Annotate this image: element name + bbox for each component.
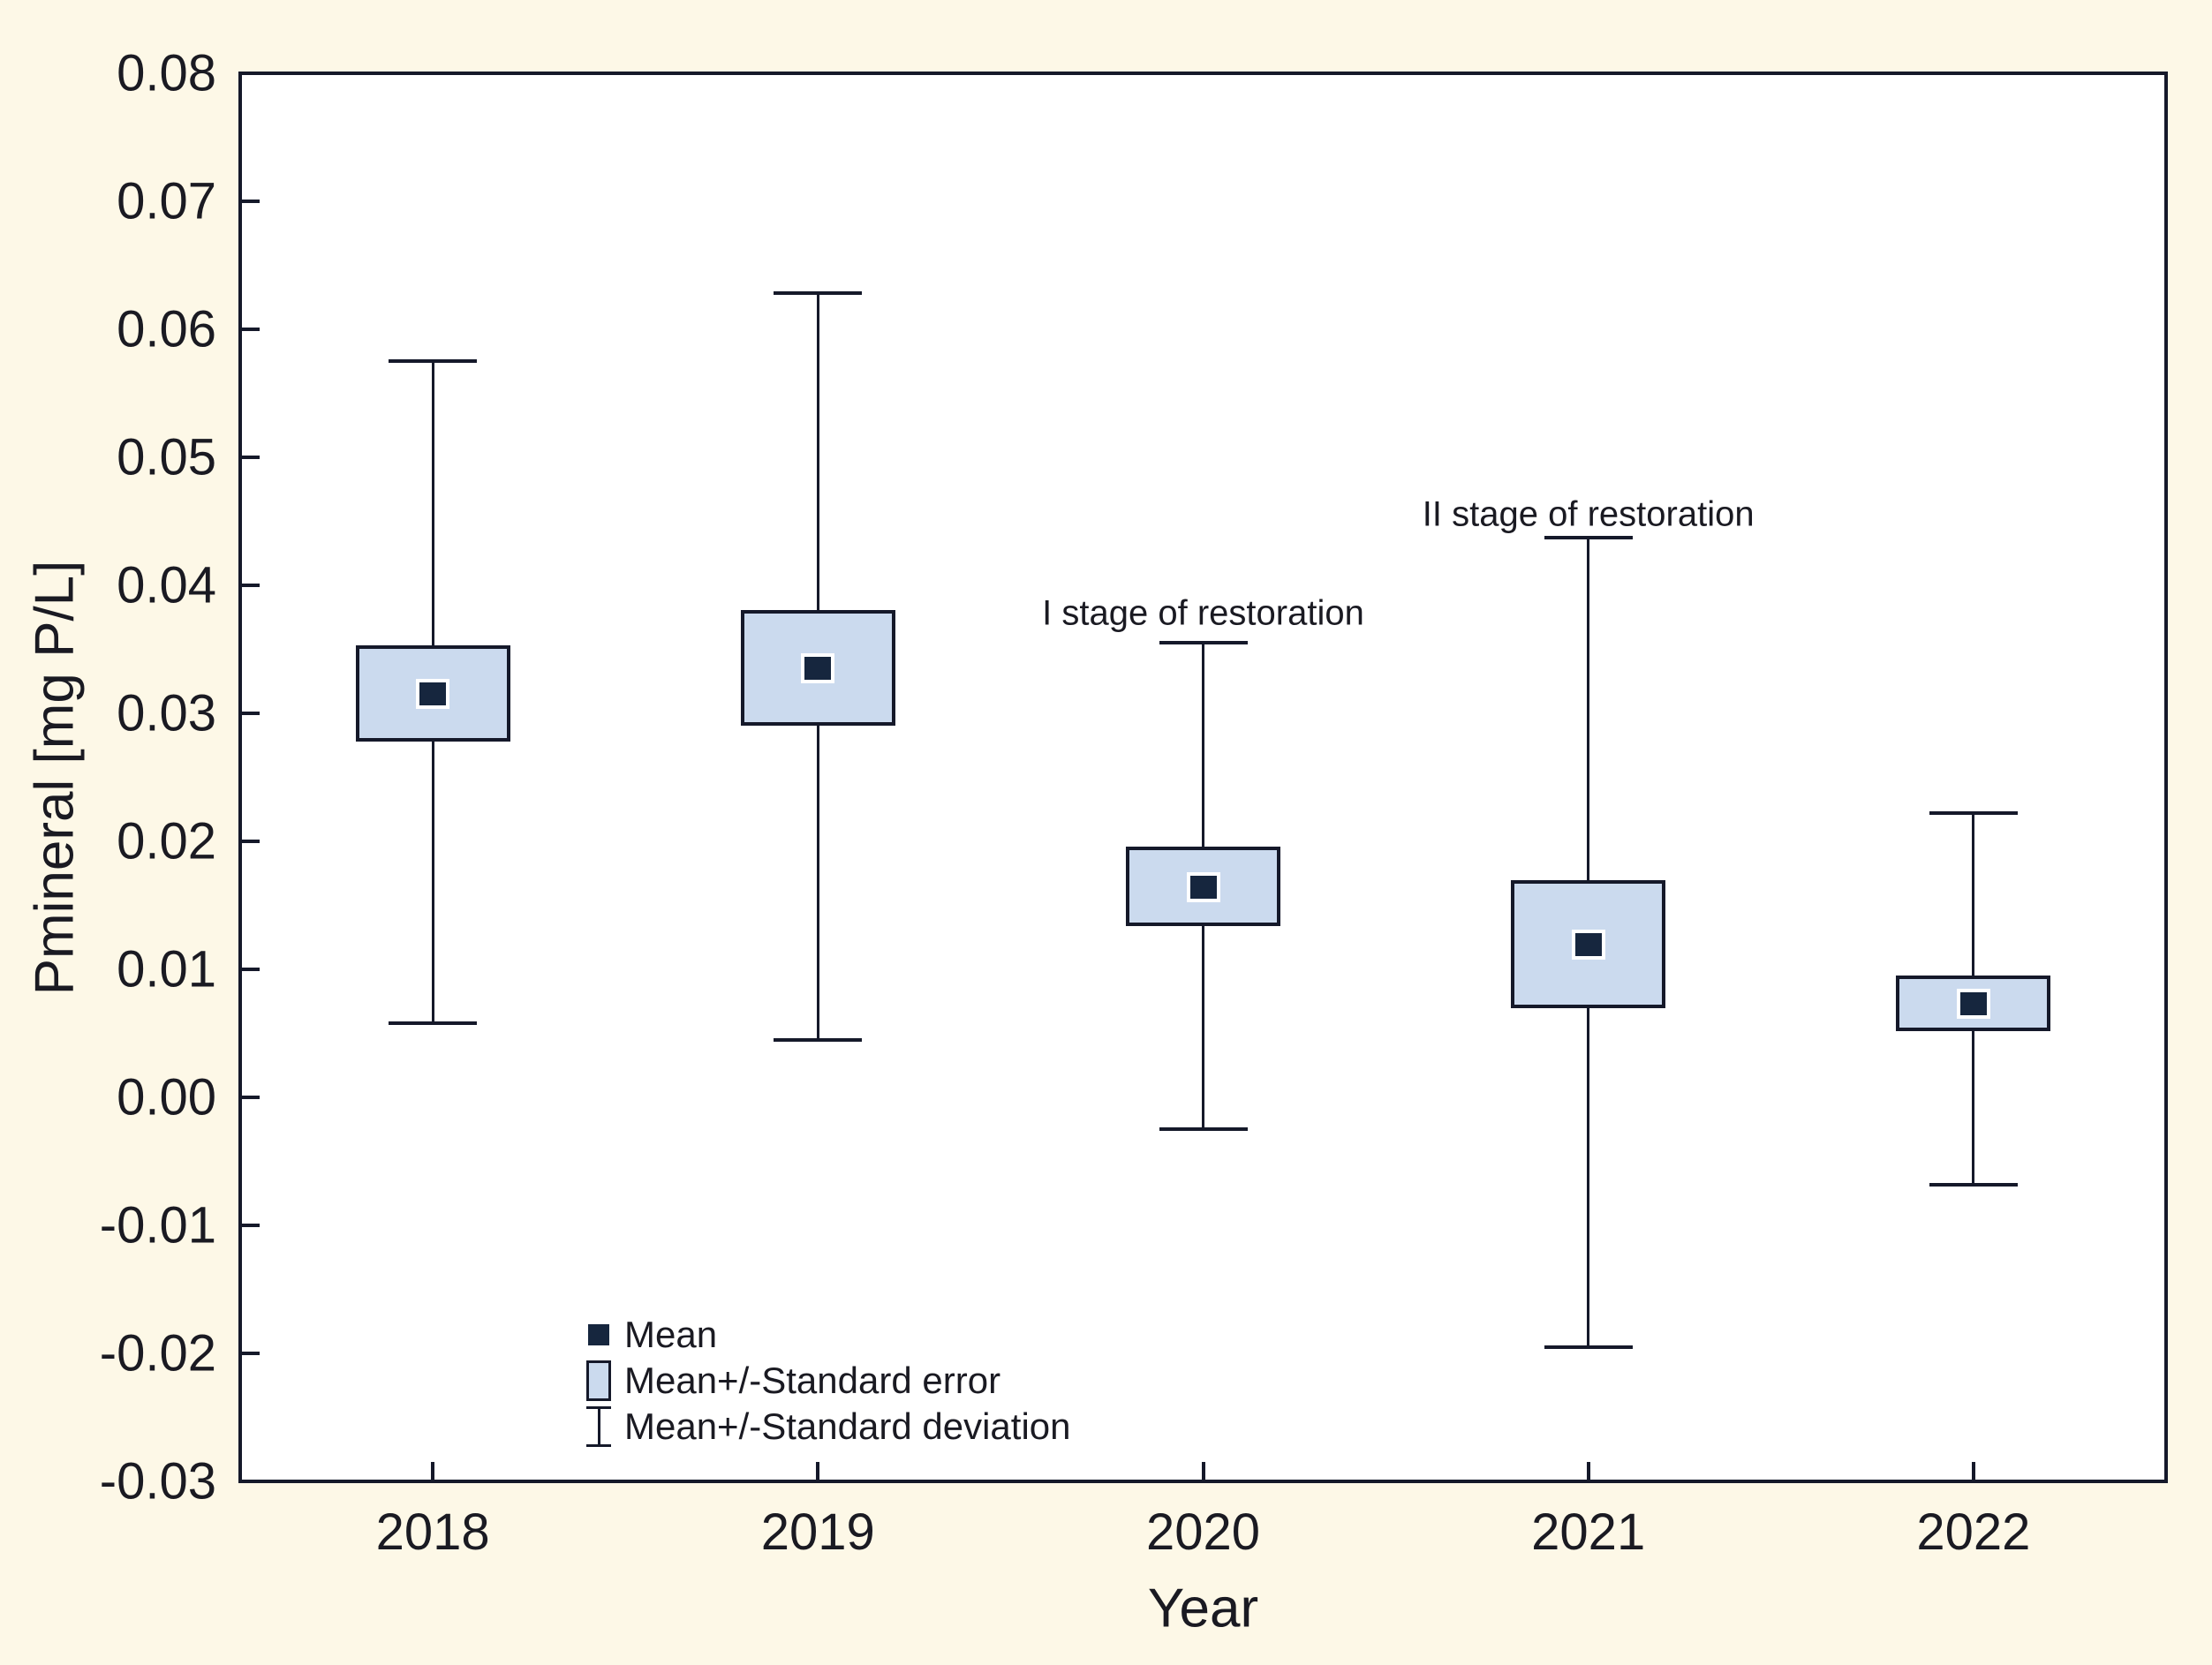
se-box-icon — [586, 1360, 611, 1401]
se-box-icon — [578, 1360, 619, 1401]
y-tick-label: 0.02 — [117, 812, 216, 870]
whisker-cap-bottom — [389, 1021, 478, 1025]
y-tick-mark — [242, 584, 260, 587]
mean-marker — [1574, 933, 1602, 957]
annotation-stage-2: II stage of restoration — [1422, 494, 1755, 534]
y-tick-label: -0.01 — [99, 1196, 216, 1254]
x-tick-label: 2019 — [760, 1503, 875, 1561]
mean-marker — [804, 657, 832, 681]
x-tick-label: 2022 — [1916, 1503, 2031, 1561]
y-tick-mark — [242, 200, 260, 203]
whisker-cap-bottom — [1159, 1127, 1248, 1132]
y-tick-mark — [242, 840, 260, 843]
y-tick-label: -0.03 — [99, 1452, 216, 1511]
y-tick-label: 0.05 — [117, 428, 216, 486]
y-tick-mark — [242, 968, 260, 971]
legend-item-label: Mean+/-Standard error — [624, 1360, 1001, 1401]
y-tick-label: 0.08 — [117, 44, 216, 102]
y-tick-label: -0.02 — [99, 1324, 216, 1382]
mean-marker — [1959, 992, 1987, 1016]
y-tick-label: 0.03 — [117, 684, 216, 742]
whisker-cap-top — [389, 359, 478, 364]
mean-marker — [1189, 876, 1217, 900]
x-tick-mark — [1971, 1462, 1975, 1480]
y-tick-mark — [242, 456, 260, 459]
legend-item-label: Mean — [624, 1314, 718, 1355]
x-tick-label: 2020 — [1145, 1503, 1261, 1561]
y-tick-mark — [242, 1480, 260, 1483]
y-tick-label: 0.04 — [117, 556, 216, 614]
legend-item: Mean+/-Standard deviation — [578, 1404, 1071, 1450]
annotation-stage-1: I stage of restoration — [1042, 593, 1364, 633]
sd-whisker-icon — [578, 1406, 619, 1447]
x-tick-mark — [1201, 1462, 1205, 1480]
whisker-cap-bottom — [774, 1037, 863, 1042]
x-axis-title: Year — [1147, 1578, 1259, 1639]
whisker-cap-bottom — [1544, 1345, 1633, 1349]
mean-square-icon — [578, 1324, 619, 1345]
y-tick-mark — [242, 72, 260, 75]
y-tick-label: 0.06 — [117, 300, 216, 358]
whisker-cap-top — [1544, 536, 1633, 540]
mean-square-icon — [588, 1324, 609, 1345]
y-tick-mark — [242, 1352, 260, 1355]
x-tick-label: 2021 — [1531, 1503, 1646, 1561]
x-tick-label: 2018 — [375, 1503, 490, 1561]
y-tick-mark — [242, 1096, 260, 1099]
sd-whisker-icon — [586, 1406, 611, 1447]
y-tick-mark — [242, 1224, 260, 1227]
y-tick-label: 0.07 — [117, 172, 216, 230]
y-tick-label: 0.01 — [117, 940, 216, 998]
mean-marker — [419, 682, 447, 706]
y-tick-mark — [242, 712, 260, 715]
y-tick-label: 0.00 — [117, 1068, 216, 1126]
whisker-cap-top — [1929, 811, 2018, 816]
x-tick-mark — [816, 1462, 820, 1480]
whisker-cap-top — [774, 291, 863, 296]
legend-item-label: Mean+/-Standard deviation — [624, 1405, 1071, 1447]
x-tick-mark — [431, 1462, 435, 1480]
whisker-cap-top — [1159, 641, 1248, 645]
legend: Mean Mean+/-Standard error Mean+/-Standard… — [578, 1312, 1071, 1450]
y-axis-title: Pmineral [mg P/L] — [24, 560, 86, 995]
whisker-cap-bottom — [1929, 1182, 2018, 1187]
y-tick-mark — [242, 328, 260, 331]
x-tick-mark — [1586, 1462, 1590, 1480]
legend-item: Mean — [578, 1312, 1071, 1358]
legend-item: Mean+/-Standard error — [578, 1358, 1071, 1404]
